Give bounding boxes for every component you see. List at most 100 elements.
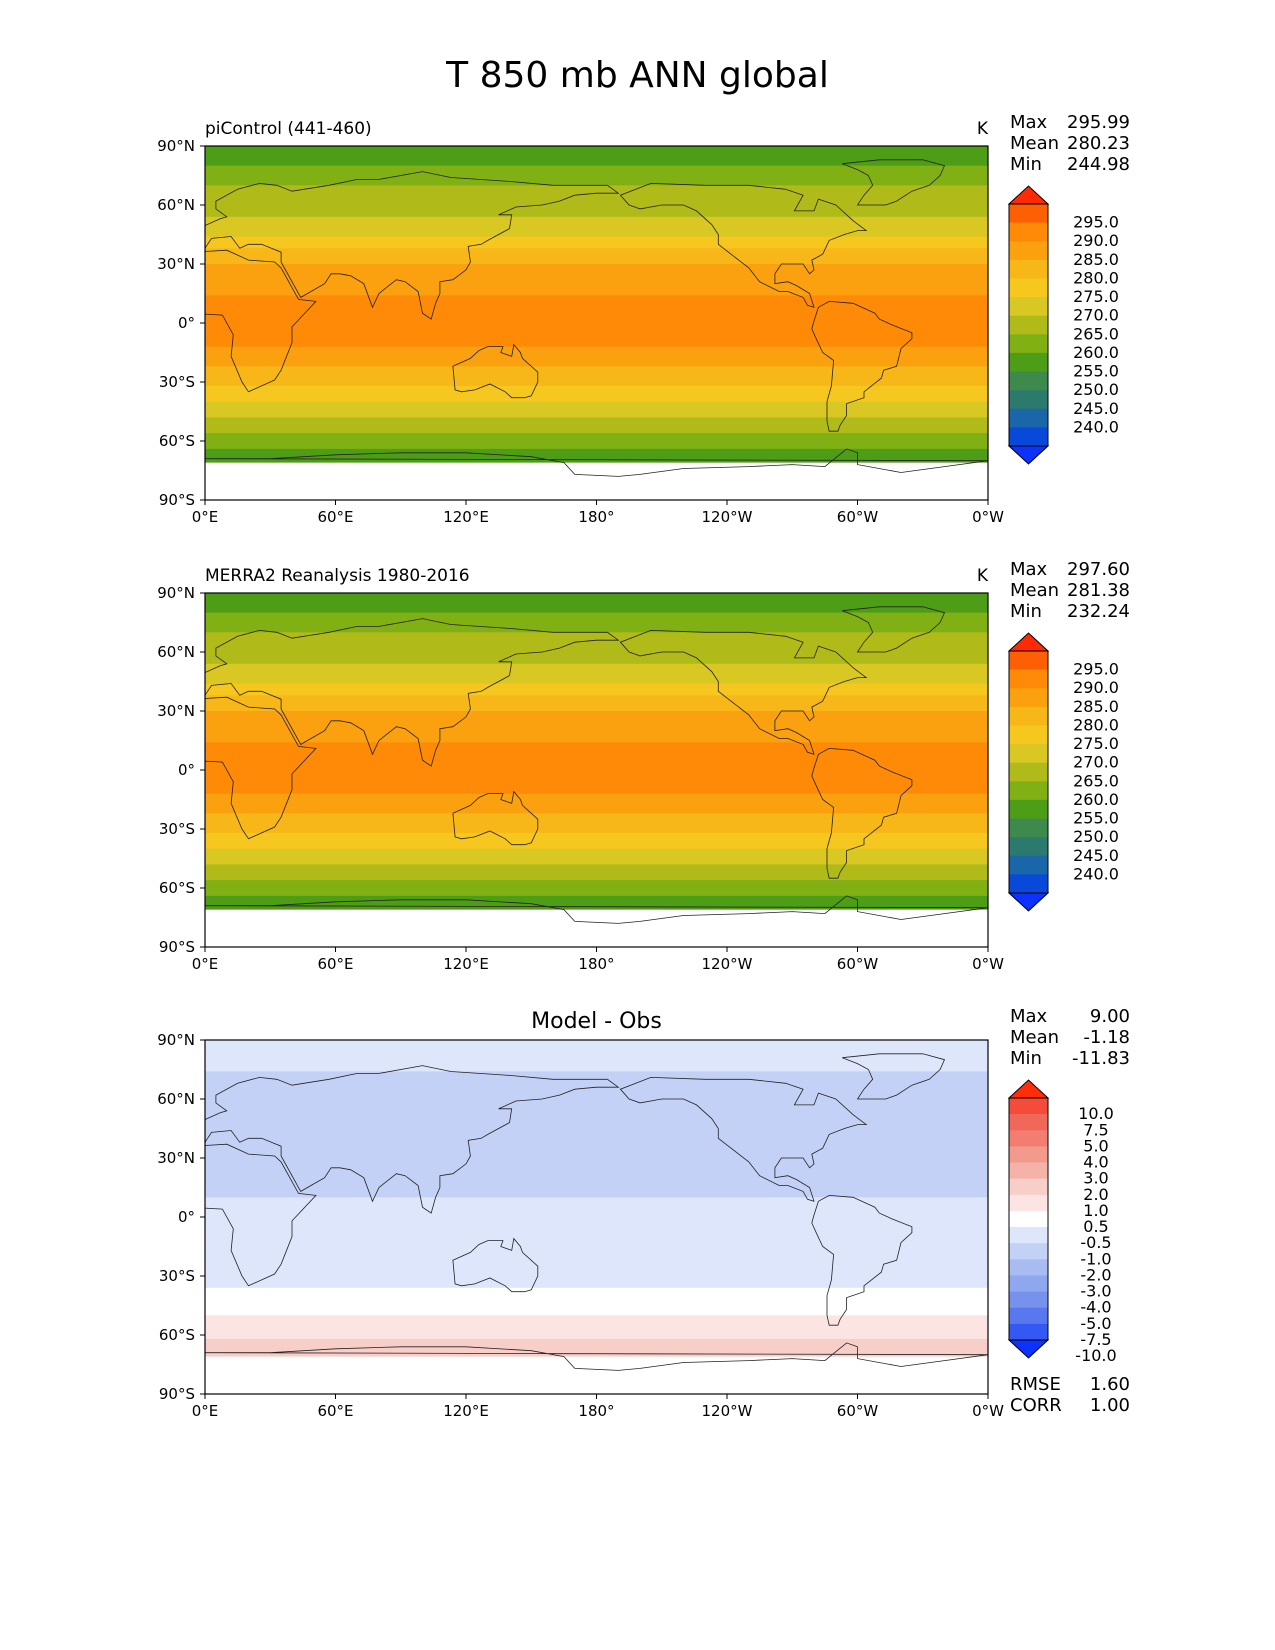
field-band xyxy=(205,425,988,430)
lat-tick-label: 90°S xyxy=(159,938,195,956)
colorbar-segment xyxy=(1009,706,1048,726)
field-band xyxy=(205,1055,988,1061)
colorbar-segment xyxy=(1009,1227,1048,1244)
field-band xyxy=(205,413,988,418)
colorbar-segment xyxy=(1009,1210,1048,1228)
colorbar-segment xyxy=(1009,688,1048,708)
coastline-namerica xyxy=(619,1076,868,1202)
field-band xyxy=(205,1150,988,1155)
colorbar-frame xyxy=(1008,1097,1049,1341)
field-band xyxy=(205,604,988,610)
field-band xyxy=(205,616,988,622)
field-band xyxy=(205,691,988,696)
stat-value-max: 297.60 xyxy=(1067,559,1130,580)
field-band xyxy=(205,789,988,795)
field-band xyxy=(205,256,988,261)
field-band xyxy=(205,832,988,838)
field-band xyxy=(205,197,988,202)
field-band xyxy=(205,1106,988,1112)
lon-tick-label: 120°E xyxy=(443,508,489,526)
colorbar-segment xyxy=(1009,744,1048,763)
field-band xyxy=(205,264,988,269)
lon-tick-label: 60°E xyxy=(317,1402,353,1420)
field-band xyxy=(205,805,988,810)
lat-tick-label: 30°N xyxy=(157,702,195,720)
field-band xyxy=(205,1268,988,1273)
field-band xyxy=(205,307,988,312)
colorbar-label: 290.0 xyxy=(1073,678,1119,697)
colorbar-segment xyxy=(1009,297,1048,316)
lat-tick-label: 30°N xyxy=(157,1149,195,1167)
field-band xyxy=(205,1146,988,1151)
colorbar-label: 295.0 xyxy=(1073,660,1119,679)
colorbar-label: 255.0 xyxy=(1073,362,1119,381)
colorbar-label: 280.0 xyxy=(1073,715,1119,734)
lat-tick-label: 60°N xyxy=(157,1090,195,1108)
field-band xyxy=(205,228,988,234)
lon-tick-label: 180° xyxy=(578,508,614,526)
colorbar-extend-max xyxy=(1007,632,1050,652)
field-band xyxy=(205,876,988,881)
field-band xyxy=(205,895,988,901)
lon-tick-label: 60°E xyxy=(317,955,353,973)
field-band xyxy=(205,1142,988,1147)
field-band xyxy=(205,840,988,846)
colorbar: 295.0290.0285.0280.0275.0270.0265.0260.0… xyxy=(1007,185,1119,465)
field-band xyxy=(205,201,988,206)
stat-value-min: 232.24 xyxy=(1067,601,1130,622)
field-band xyxy=(205,358,988,363)
lat-tick-label: 90°N xyxy=(157,1031,195,1049)
colorbar-label: 250.0 xyxy=(1073,380,1119,399)
field-band xyxy=(205,1201,988,1206)
field-band xyxy=(205,754,988,759)
lon-tick-label: 0°W xyxy=(972,955,1004,973)
panel-obs: 90°N 60°N 30°N 0° 30°S 60°S 90°S0°E 60°E 120°E 18… xyxy=(157,559,1130,973)
field-band xyxy=(205,1177,988,1183)
field-band xyxy=(205,444,988,450)
field-band xyxy=(205,675,988,681)
field-band xyxy=(205,1303,988,1309)
colorbar-label: 280.0 xyxy=(1073,268,1119,287)
colorbar-segment xyxy=(1009,1291,1048,1309)
colorbar-label: -4.0 xyxy=(1080,1298,1111,1317)
lat-tick-label: 0° xyxy=(178,1208,195,1226)
coastline-australia xyxy=(452,343,539,399)
field-band xyxy=(205,393,988,399)
colorbar-segment xyxy=(1009,1275,1048,1292)
colorbar-label: -0.5 xyxy=(1080,1233,1111,1252)
field-band xyxy=(205,770,988,775)
field-band xyxy=(205,437,988,442)
colorbar-segment xyxy=(1009,1146,1048,1163)
field-band xyxy=(205,338,988,344)
field-band xyxy=(205,1217,988,1222)
field-band xyxy=(205,185,988,190)
stat-label-min: Min xyxy=(1010,154,1042,175)
field-band xyxy=(205,275,988,281)
field-band xyxy=(205,750,988,755)
lon-tick-label: 180° xyxy=(578,955,614,973)
field-band xyxy=(205,687,988,692)
colorbar-extend-max xyxy=(1007,1079,1050,1099)
field-band xyxy=(205,252,988,257)
colorbar-segment xyxy=(1009,874,1048,894)
field-band xyxy=(205,189,988,194)
field-band xyxy=(205,711,988,716)
field-band xyxy=(205,667,988,673)
field-band xyxy=(205,644,988,649)
field-band xyxy=(205,1295,988,1301)
stat-label-corr: CORR xyxy=(1010,1395,1062,1416)
colorbar-segment xyxy=(1009,1178,1048,1196)
field-band xyxy=(205,299,988,304)
field-band xyxy=(205,624,988,629)
field-band xyxy=(205,836,988,842)
field-band xyxy=(205,405,988,411)
lon-tick-label: 120°W xyxy=(702,1402,753,1420)
field-band xyxy=(205,864,988,869)
field-band xyxy=(205,703,988,708)
colorbar-segment xyxy=(1009,1259,1048,1276)
colorbar-segment xyxy=(1009,1114,1048,1131)
field-band xyxy=(205,1043,988,1049)
colorbar-label: 1.0 xyxy=(1083,1201,1108,1220)
field-band xyxy=(205,291,988,297)
field-band xyxy=(205,1276,988,1281)
